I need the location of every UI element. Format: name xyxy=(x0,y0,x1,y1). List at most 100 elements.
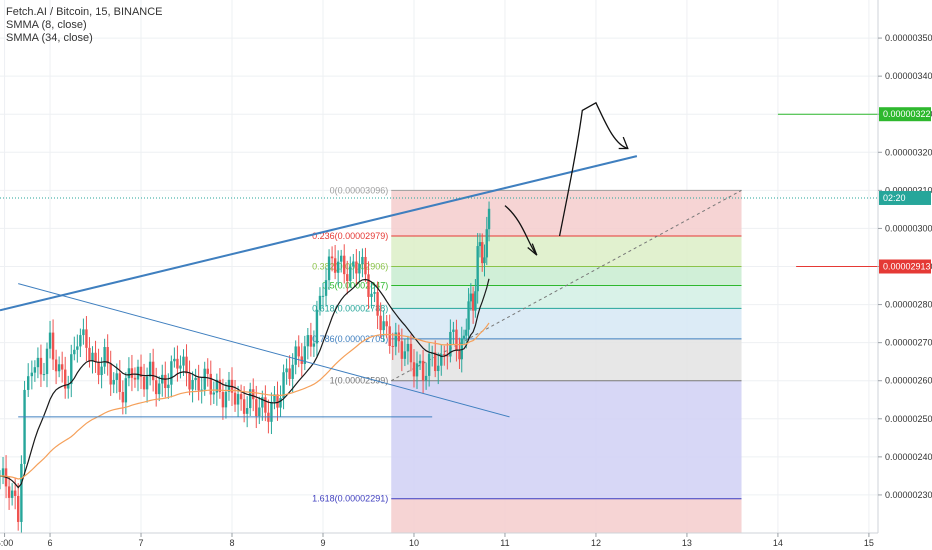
candle xyxy=(312,330,316,357)
candle xyxy=(118,360,121,400)
candle-body xyxy=(273,394,276,402)
time-tick-label: 9 xyxy=(320,538,325,548)
candle-body xyxy=(239,394,243,400)
candles xyxy=(0,201,491,534)
drawn-arrow-down xyxy=(504,205,538,256)
candle xyxy=(361,248,364,278)
candle xyxy=(30,360,34,390)
candle-body xyxy=(255,399,258,417)
fib-level-label: 0(0.00003096) xyxy=(330,185,389,195)
candle-body xyxy=(330,256,334,259)
candle-body xyxy=(467,301,470,330)
candle-body xyxy=(212,392,216,395)
candle-body xyxy=(270,401,273,422)
candle xyxy=(1,456,5,485)
candle xyxy=(258,396,261,425)
candle-body xyxy=(394,332,397,347)
time-tick-label: 15 xyxy=(864,538,874,548)
price-tick-label: 0.00000310 xyxy=(885,185,932,195)
candle-body xyxy=(94,352,97,362)
candle xyxy=(48,320,52,359)
candle xyxy=(270,392,273,435)
candle xyxy=(73,336,76,361)
candle-body xyxy=(400,341,404,359)
candle xyxy=(106,334,109,376)
candle xyxy=(103,338,106,374)
rising-resistance-line xyxy=(0,155,638,312)
price-tick-label: 0.00000270 xyxy=(885,338,932,348)
candle-body xyxy=(124,378,128,403)
candle-body xyxy=(478,242,482,247)
candle xyxy=(158,376,161,402)
time-tick-label: 12 xyxy=(591,538,601,548)
candle xyxy=(212,381,216,404)
candle xyxy=(54,349,58,385)
candle xyxy=(130,354,134,392)
candle xyxy=(188,360,191,396)
candle xyxy=(261,390,264,421)
candle-body xyxy=(452,329,455,332)
candle xyxy=(434,340,437,378)
candle-body xyxy=(343,255,346,275)
candle-body xyxy=(233,392,237,405)
candle xyxy=(179,355,182,379)
candle-body xyxy=(471,293,475,311)
candle xyxy=(355,249,358,285)
candle-body xyxy=(406,343,410,352)
candle xyxy=(485,216,488,266)
candle xyxy=(339,249,343,273)
candle-body xyxy=(118,373,121,392)
candle-body xyxy=(121,391,125,403)
candle-body xyxy=(85,329,88,348)
candle xyxy=(403,338,407,367)
candle xyxy=(273,386,276,410)
candle-body xyxy=(127,368,131,379)
candle-body xyxy=(64,369,67,389)
price-badge xyxy=(879,190,931,205)
candle-body xyxy=(252,389,255,400)
candle xyxy=(276,381,279,421)
candle-body xyxy=(303,346,306,364)
candle xyxy=(364,247,367,282)
candle-body xyxy=(182,356,185,366)
candle xyxy=(309,322,313,357)
candle-body xyxy=(112,379,115,385)
candle xyxy=(303,335,306,371)
candle-body xyxy=(224,391,228,408)
candle-body xyxy=(191,380,194,390)
candle xyxy=(285,358,288,385)
candle xyxy=(7,476,11,510)
price-badge-label: 02:20 xyxy=(883,193,906,203)
candle xyxy=(239,384,243,411)
candle xyxy=(20,455,23,534)
candle xyxy=(424,362,428,390)
candle xyxy=(391,332,394,360)
candle xyxy=(469,283,473,311)
candle-body xyxy=(315,309,319,344)
candle-body xyxy=(209,373,212,395)
candle xyxy=(245,396,249,428)
candle xyxy=(161,364,164,397)
candle-body xyxy=(221,392,225,408)
candle-body xyxy=(200,389,203,391)
candle xyxy=(218,368,222,399)
candle-body xyxy=(458,350,461,360)
candle xyxy=(446,342,449,370)
drawn-arrows xyxy=(504,101,629,256)
candle-body xyxy=(487,208,491,230)
candle xyxy=(264,385,267,422)
candle xyxy=(452,321,455,345)
candle-body xyxy=(33,367,37,373)
candle-body xyxy=(115,373,118,380)
candle-body xyxy=(382,321,385,331)
price-tick-label: 0.00000340 xyxy=(885,71,932,81)
candle xyxy=(136,359,140,392)
fib-level-label: 0.786(0.00002705) xyxy=(312,334,388,344)
candle-body xyxy=(370,293,373,297)
candle-body xyxy=(10,490,14,498)
candle xyxy=(252,378,255,412)
candle xyxy=(487,201,491,242)
candle xyxy=(421,349,425,394)
candle xyxy=(94,340,97,373)
